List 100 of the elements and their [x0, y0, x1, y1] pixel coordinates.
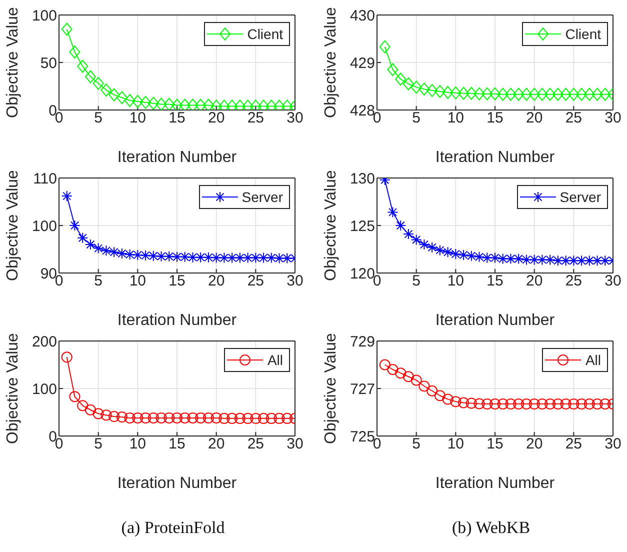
point [513, 88, 524, 101]
x-tick-label: 10 [129, 272, 146, 290]
point [505, 88, 516, 101]
point [379, 40, 390, 54]
point [568, 88, 580, 101]
point [450, 396, 462, 408]
point [210, 412, 222, 424]
x-tick-label: 30 [286, 436, 304, 453]
legend-label: Server [560, 188, 601, 207]
y-tick-label: 100 [32, 380, 57, 398]
point [100, 245, 112, 256]
point [242, 412, 254, 424]
x-tick-label: 30 [604, 110, 622, 127]
x-tick-label: 10 [129, 436, 146, 453]
point [466, 398, 477, 409]
point [148, 250, 159, 262]
point [458, 397, 470, 408]
point [490, 398, 500, 410]
point [576, 398, 588, 410]
point [258, 252, 270, 264]
point [242, 252, 254, 264]
x-tick-label: 30 [286, 110, 304, 127]
point [544, 254, 556, 266]
point [172, 412, 182, 424]
point [179, 412, 190, 424]
point [442, 246, 454, 258]
point [395, 220, 406, 231]
point [156, 250, 167, 262]
point [426, 84, 438, 98]
y-axis-title: Objective Value [322, 6, 340, 118]
point [482, 87, 493, 100]
point [426, 385, 438, 396]
x-axis-title: Iteration Number [435, 312, 556, 329]
point [164, 250, 175, 262]
x-tick-label: 15 [486, 436, 504, 453]
point [395, 72, 406, 86]
point [568, 398, 580, 410]
point [513, 398, 524, 410]
point [108, 246, 120, 258]
point [482, 252, 493, 264]
point [434, 390, 446, 402]
x-axis-title: Iteration Number [117, 475, 238, 492]
x-tick-label: 30 [286, 272, 304, 290]
point [552, 255, 564, 266]
point [77, 400, 88, 412]
point [84, 70, 96, 84]
point [250, 412, 262, 424]
point [442, 394, 454, 405]
x-tick-label: 30 [604, 272, 622, 290]
point [274, 412, 285, 424]
point [202, 412, 214, 424]
x-tick-label: 5 [412, 272, 421, 290]
point [466, 86, 477, 100]
point [520, 398, 532, 410]
point [600, 398, 611, 410]
point [187, 252, 198, 263]
x-tick-label: 25 [565, 436, 582, 453]
point [528, 88, 540, 101]
point [69, 46, 80, 59]
point [490, 252, 500, 264]
point [528, 398, 540, 410]
point [218, 252, 230, 264]
x-axis-title: Iteration Number [117, 312, 238, 329]
point [482, 398, 493, 410]
point [552, 398, 564, 410]
point [202, 252, 214, 263]
legend-label: Server [242, 188, 283, 207]
point [258, 412, 270, 424]
point [528, 254, 540, 266]
point [560, 88, 572, 101]
x-tick-label: 10 [447, 272, 464, 290]
point [584, 255, 595, 266]
x-tick-label: 5 [94, 436, 103, 453]
point [592, 88, 603, 101]
point [195, 98, 206, 110]
point [69, 391, 80, 402]
y-axis-title: Objective Value [4, 332, 22, 444]
x-tick-label: 5 [412, 436, 421, 453]
y-tick-label: 729 [350, 333, 375, 350]
y-tick-label: 130 [350, 170, 375, 188]
point [536, 254, 548, 266]
x-tick-label: 25 [247, 110, 264, 127]
point [418, 82, 430, 96]
point [536, 398, 548, 410]
point [179, 98, 190, 110]
point [116, 248, 128, 260]
point [84, 404, 96, 416]
point [116, 91, 128, 104]
x-tick-label: 15 [168, 272, 186, 290]
point [410, 234, 422, 246]
point [148, 412, 159, 424]
point [148, 96, 159, 110]
point [592, 255, 603, 266]
point [584, 398, 595, 410]
point [195, 412, 206, 424]
point [442, 86, 454, 99]
point [140, 96, 152, 109]
point [140, 250, 152, 261]
point [92, 242, 104, 254]
x-tick-label: 25 [247, 272, 264, 290]
